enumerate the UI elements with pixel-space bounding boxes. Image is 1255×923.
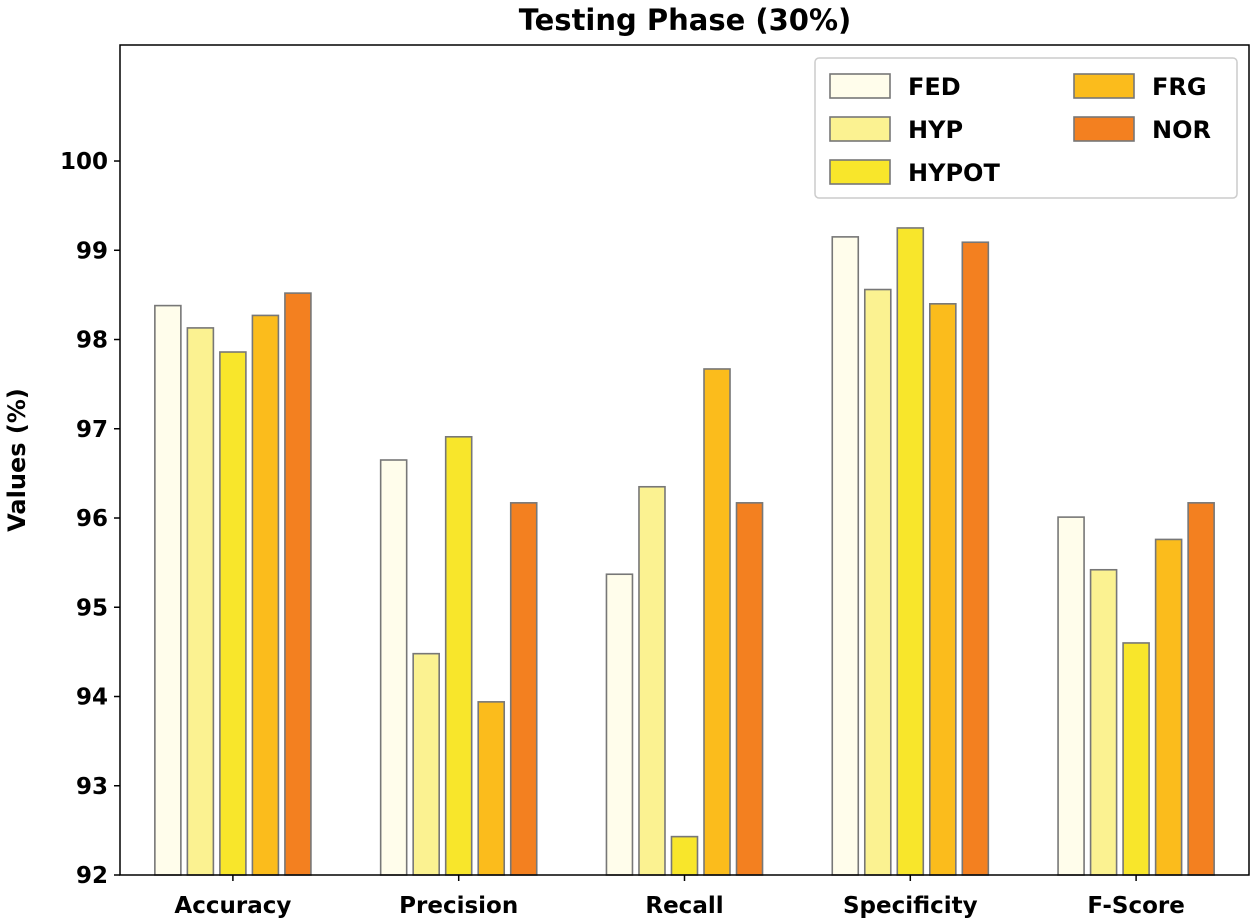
bar-fed-recall [605, 573, 634, 876]
bar-frg-accuracy [251, 314, 280, 876]
bar-nor-specificity [961, 241, 990, 876]
legend-label-hypot: HYPOT [908, 159, 1000, 187]
ticks-layer: Accuracy Precision Recall Specificity F-Scor… [60, 149, 1185, 919]
bar-hyp-specificity [863, 288, 892, 876]
y-tick-label-95: 95 [76, 595, 108, 621]
bar-hyp-recall [638, 485, 666, 876]
bar-nor-f-score [1187, 502, 1215, 876]
y-tick-label-100: 100 [60, 149, 108, 175]
bar-hypot-accuracy [219, 351, 247, 876]
bar-frg-f-score [1154, 538, 1183, 876]
x-tick-label-precision: Precision [399, 893, 518, 919]
legend-swatch-nor [1073, 116, 1135, 142]
chart-title: Testing Phase (30%) [519, 3, 852, 37]
bar-fed-accuracy [154, 304, 182, 876]
legend-label-hyp: HYP [908, 116, 963, 144]
legend-swatch-hypot [829, 159, 891, 185]
bar-frg-specificity [929, 303, 957, 876]
legend: FED HYP HYPOT FRG NOR [814, 57, 1238, 199]
bar-hyp-precision [412, 652, 440, 876]
legend-swatch-fed [829, 73, 891, 99]
bar-hypot-f-score [1122, 642, 1150, 876]
y-tick-label-96: 96 [76, 506, 108, 532]
bar-fed-specificity [831, 236, 860, 876]
bar-frg-recall [703, 368, 731, 876]
legend-label-fed: FED [908, 73, 961, 101]
y-tick-label-93: 93 [76, 774, 108, 800]
bar-nor-accuracy [284, 292, 312, 876]
bar-hypot-precision [444, 435, 473, 876]
x-tick-label-recall: Recall [645, 893, 723, 919]
bar-hypot-specificity [896, 227, 925, 876]
legend-label-frg: FRG [1152, 73, 1207, 101]
plot-frame [119, 44, 1250, 876]
bar-fed-f-score [1057, 516, 1085, 876]
bar-hypot-recall [670, 835, 699, 876]
x-tick-label-f-score: F-Score [1087, 893, 1185, 919]
y-tick-label-97: 97 [76, 417, 108, 443]
y-axis-label: Values (%) [3, 388, 31, 532]
bar-frg-precision [477, 701, 506, 876]
y-tick-label-99: 99 [76, 238, 108, 264]
bar-hyp-accuracy [186, 327, 215, 876]
x-tick-label-accuracy: Accuracy [174, 893, 291, 919]
legend-swatch-hyp [829, 116, 891, 142]
bar-hyp-f-score [1089, 568, 1118, 876]
y-tick-label-92: 92 [76, 863, 108, 889]
bar-fed-precision [379, 459, 408, 876]
legend-label-nor: NOR [1152, 116, 1211, 144]
y-tick-label-94: 94 [76, 685, 108, 711]
bars-layer [154, 227, 1215, 876]
bar-nor-precision [509, 502, 538, 876]
legend-swatch-frg [1073, 73, 1135, 99]
y-tick-label-98: 98 [76, 328, 108, 354]
bar-nor-recall [735, 502, 764, 876]
x-tick-label-specificity: Specificity [843, 893, 978, 919]
